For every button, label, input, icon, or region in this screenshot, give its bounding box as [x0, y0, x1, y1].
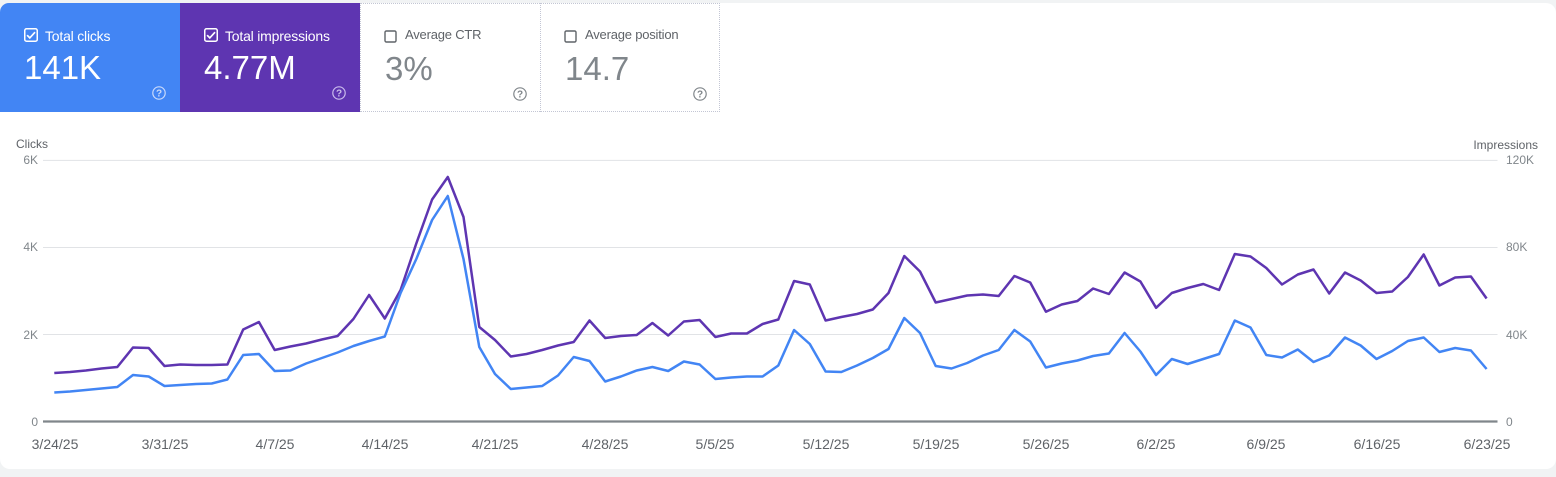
svg-text:?: ? [697, 90, 703, 101]
svg-text:?: ? [517, 90, 523, 101]
svg-text:?: ? [336, 89, 342, 100]
svg-text:?: ? [156, 89, 162, 100]
